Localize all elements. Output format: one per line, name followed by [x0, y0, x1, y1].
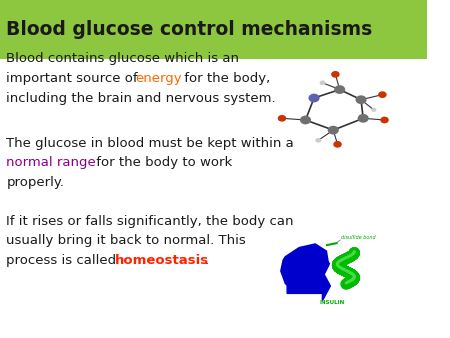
- Text: process is called: process is called: [6, 254, 121, 267]
- Circle shape: [315, 138, 321, 143]
- Circle shape: [328, 126, 339, 135]
- Circle shape: [333, 141, 342, 148]
- Circle shape: [356, 95, 367, 104]
- Circle shape: [380, 117, 389, 123]
- Text: homeostasis: homeostasis: [115, 254, 209, 267]
- Bar: [0, 0, 427, 59]
- Text: important source of: important source of: [6, 72, 142, 85]
- Text: including the brain and nervous system.: including the brain and nervous system.: [6, 92, 276, 104]
- Text: energy: energy: [135, 72, 182, 85]
- Circle shape: [320, 80, 326, 85]
- Text: normal range: normal range: [6, 156, 96, 169]
- Circle shape: [334, 85, 345, 94]
- Polygon shape: [285, 251, 329, 276]
- Text: If it rises or falls significantly, the body can: If it rises or falls significantly, the …: [6, 215, 294, 227]
- Text: for the body,: for the body,: [180, 72, 270, 85]
- Text: usually bring it back to normal. This: usually bring it back to normal. This: [6, 234, 246, 247]
- Circle shape: [331, 71, 340, 78]
- Polygon shape: [280, 243, 329, 293]
- Circle shape: [371, 108, 376, 112]
- Text: INSULIN: INSULIN: [319, 300, 344, 305]
- Text: for the body to work: for the body to work: [92, 156, 232, 169]
- Circle shape: [309, 94, 320, 102]
- Circle shape: [278, 115, 286, 122]
- Circle shape: [300, 116, 311, 124]
- Text: Blood glucose control mechanisms: Blood glucose control mechanisms: [6, 20, 373, 39]
- Circle shape: [378, 91, 387, 98]
- Text: properly.: properly.: [6, 176, 64, 189]
- Circle shape: [358, 114, 369, 123]
- Text: .: .: [204, 254, 208, 267]
- Text: Blood contains glucose which is an: Blood contains glucose which is an: [6, 52, 239, 65]
- Polygon shape: [287, 271, 330, 301]
- Text: disulfide bond: disulfide bond: [341, 235, 376, 240]
- Text: The glucose in blood must be kept within a: The glucose in blood must be kept within…: [6, 137, 294, 150]
